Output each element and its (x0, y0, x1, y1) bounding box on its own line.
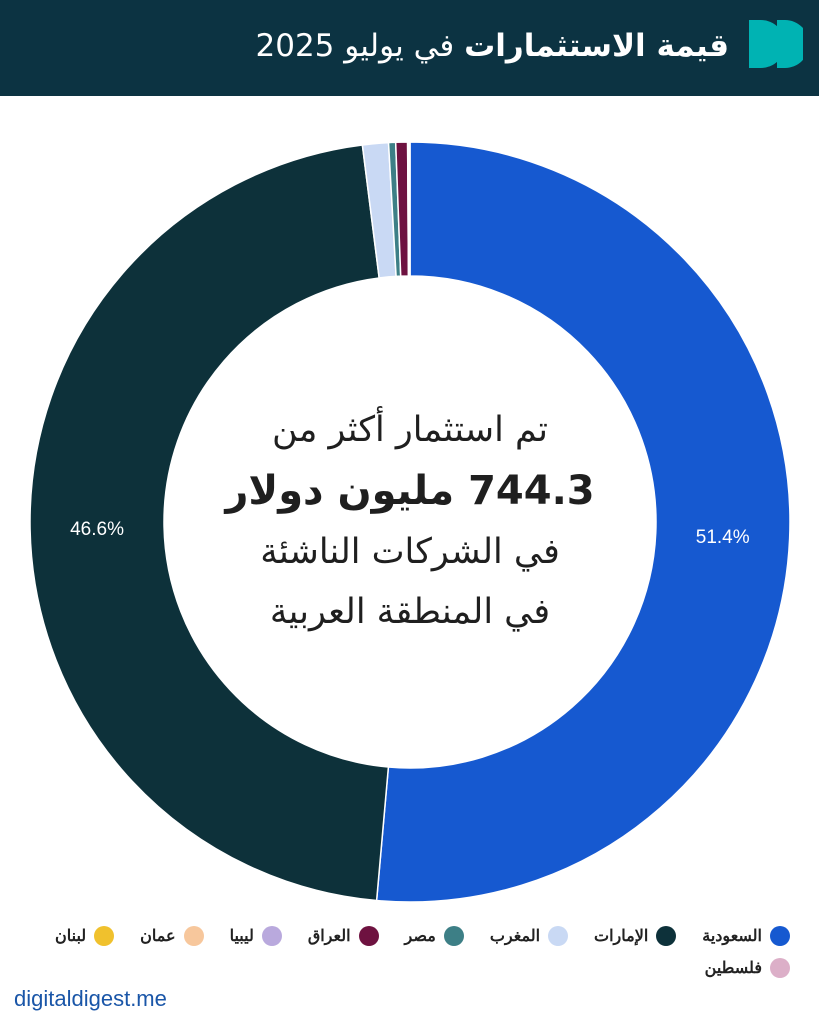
legend-dot-icon (94, 926, 115, 946)
legend-item-0: السعودية (702, 924, 790, 948)
title-regular: في يوليو 2025 (255, 28, 455, 64)
center-line-1: تم استثمار أكثر من (271, 410, 549, 450)
legend-dot-icon (358, 926, 379, 946)
legend-label: المغرب (489, 928, 541, 945)
legend-label: ليبيا (229, 928, 254, 945)
legend-label: العراق (307, 928, 351, 945)
legend-label: عمان (140, 928, 176, 945)
chart-legend: السعودية الإمارات المغرب مصر العراق ليبيا عمان… (20, 924, 790, 980)
legend-item-6: عمان (140, 924, 204, 948)
legend-dot-icon (548, 926, 569, 946)
title-bold: قيمة الاستثمارات (464, 28, 729, 64)
legend-label: مصر (404, 928, 436, 945)
legend-item-2: المغرب (489, 924, 569, 948)
legend-dot-icon (770, 958, 790, 978)
footer-site: digitaldigest.me (14, 986, 167, 1011)
legend-dot-icon (770, 926, 790, 946)
legend-dot-icon (656, 926, 677, 946)
legend-label: السعودية (702, 928, 762, 945)
brand-logo-icon (749, 20, 803, 68)
slice-label-1: 46.6% (70, 519, 124, 540)
legend-dot-icon (443, 926, 464, 946)
legend-dot-icon (261, 926, 282, 946)
center-line-3: في الشركات الناشئة (260, 532, 560, 572)
legend-item-5: ليبيا (230, 924, 282, 948)
legend-label: الإمارات (594, 928, 649, 945)
legend-label: فلسطين (704, 960, 762, 977)
legend-item-3: مصر (405, 924, 464, 948)
header-bar: قيمة الاستثمارات في يوليو 2025 (0, 0, 819, 96)
legend-item-7: لبنان (55, 924, 115, 948)
center-total: 744.3 مليون دولار (225, 468, 595, 514)
legend-item-4: العراق (308, 924, 379, 948)
center-line-4: في المنطقة العربية (269, 592, 551, 632)
center-summary: تم استثمار أكثر من 744.3 مليون دولار في … (190, 400, 630, 642)
slice-label-0: 51.4% (696, 527, 750, 548)
legend-item-1: الإمارات (594, 924, 677, 948)
slice-0 (375, 141, 791, 903)
legend-label: لبنان (55, 928, 87, 945)
page-title: قيمة الاستثمارات في يوليو 2025 (256, 24, 729, 68)
donut-chart: 51.4% 46.6% (29, 141, 791, 903)
slice-1 (29, 144, 390, 902)
legend-dot-icon (183, 926, 204, 946)
legend-item-8: فلسطين (705, 956, 790, 980)
